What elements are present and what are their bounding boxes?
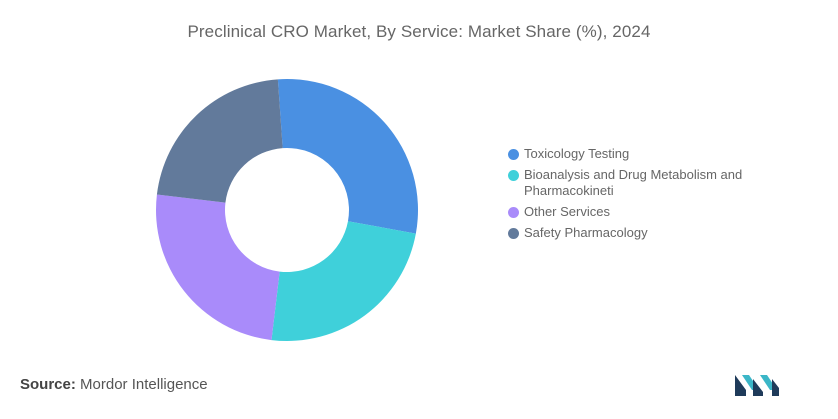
legend-label: Bioanalysis and Drug Metabolism and Phar… — [524, 167, 743, 198]
legend-label: Other Services — [524, 204, 610, 219]
legend: Toxicology Testing Bioanalysis and Drug M… — [508, 146, 748, 246]
legend-label: Toxicology Testing — [524, 146, 630, 161]
slice-bioanalysis-and-drug-metabolism-and-pharmacokineti — [271, 221, 416, 342]
legend-item: Bioanalysis and Drug Metabolism and Phar… — [508, 167, 748, 199]
chart-title: Preclinical CRO Market, By Service: Mark… — [187, 22, 651, 41]
legend-swatch — [508, 149, 519, 160]
legend-swatch — [508, 170, 519, 181]
mordor-intelligence-logo — [735, 375, 779, 396]
slice-safety-pharmacology — [156, 79, 283, 203]
source-value: Mordor Intelligence — [80, 376, 208, 393]
slice-other-services — [156, 194, 280, 341]
source-label: Source: — [20, 376, 76, 393]
source-line: Source: Mordor Intelligence — [20, 376, 208, 393]
legend-label: Safety Pharmacology — [524, 225, 648, 240]
slice-toxicology-testing — [277, 78, 418, 234]
legend-swatch — [508, 207, 519, 218]
legend-item: Safety Pharmacology — [508, 225, 748, 241]
legend-item: Other Services — [508, 204, 748, 220]
legend-item: Toxicology Testing — [508, 146, 748, 162]
legend-swatch — [508, 228, 519, 239]
